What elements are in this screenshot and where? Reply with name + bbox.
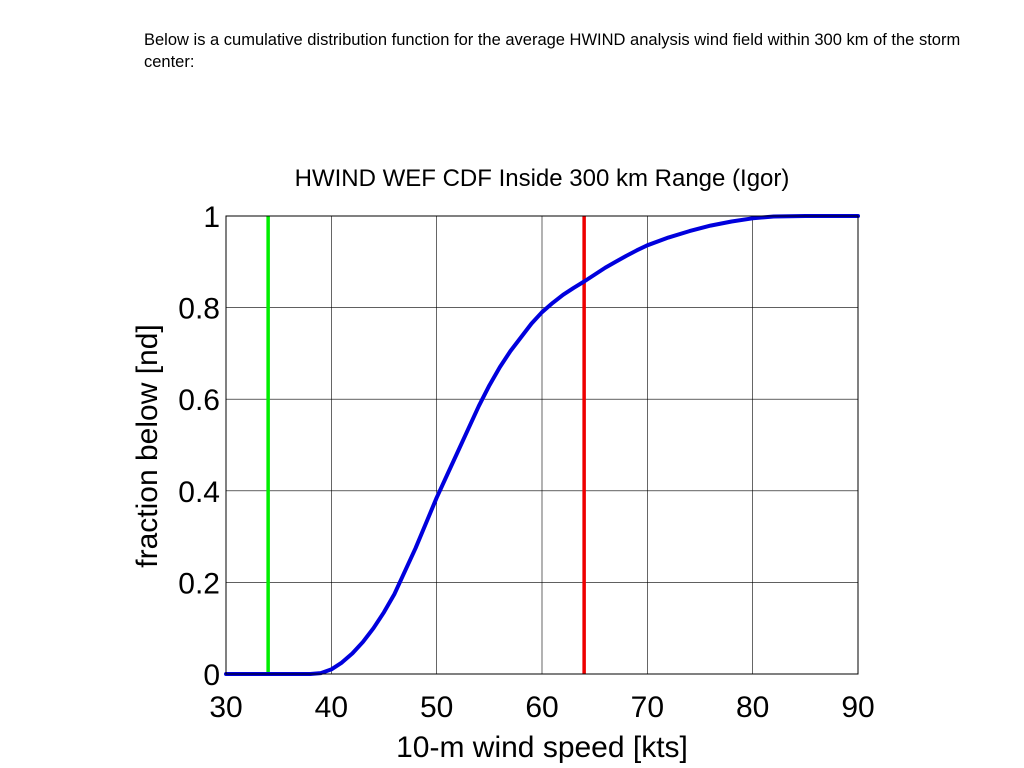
cdf-line [224,214,860,676]
plot-frame [225,215,859,675]
y-tick-label: 0.2 [178,567,220,600]
tick-labels: 30 40 50 60 70 80 90 0 0.2 0.4 0.6 0.8 1 [178,201,874,724]
y-tick-label: 0.6 [178,384,220,417]
y-tick-label: 1 [203,201,220,234]
y-tick-label: 0.4 [178,476,220,509]
reference-lines [266,216,586,674]
x-tick-label: 70 [631,691,664,724]
y-tick-label: 0 [203,659,220,692]
x-tick-label: 50 [420,691,453,724]
chart-title: HWIND WEF CDF Inside 300 km Range (Igor) [295,165,790,192]
y-tick-label: 0.8 [178,293,220,326]
x-tick-label: 40 [315,691,348,724]
grid-lines [225,215,859,675]
x-tick-label: 60 [525,691,558,724]
series-group [224,214,860,676]
x-tick-label: 30 [209,691,242,724]
x-axis-label: 10-m wind speed [kts] [396,731,688,764]
x-tick-label: 80 [736,691,769,724]
intro-text: Below is a cumulative distribution funct… [144,31,961,71]
y-axis-label: fraction below [nd] [131,324,164,567]
x-tick-label: 90 [841,691,874,724]
